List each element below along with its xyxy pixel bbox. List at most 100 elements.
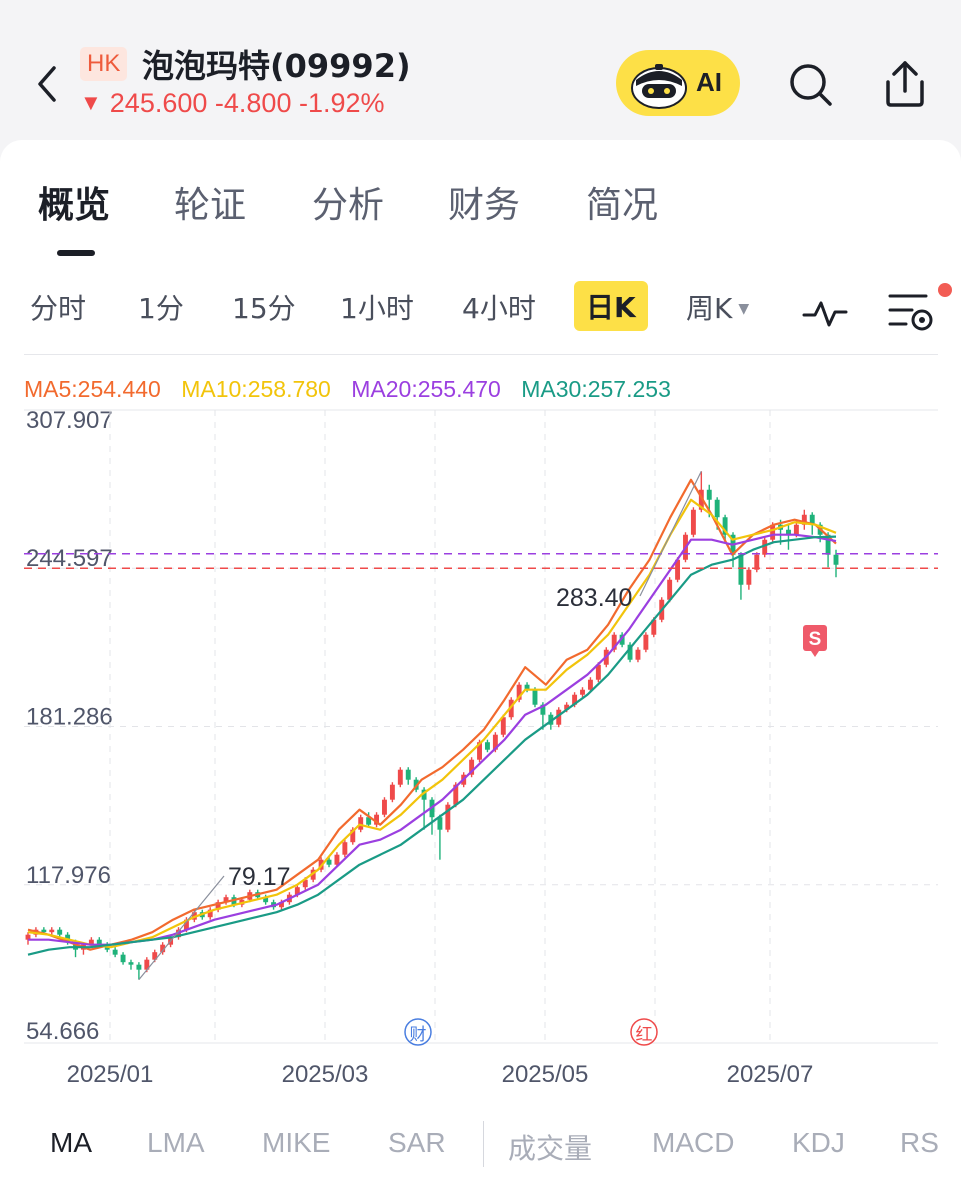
candle-up <box>389 784 395 800</box>
x-axis-label: 2025/05 <box>502 1061 589 1088</box>
candle-up <box>144 959 150 970</box>
x-axis-label: 2025/03 <box>282 1061 369 1088</box>
back-button[interactable] <box>30 62 64 106</box>
indicator-ma[interactable]: MA <box>50 1127 92 1158</box>
x-axis-label: 2025/07 <box>727 1061 814 1088</box>
candle-up <box>643 634 649 650</box>
candle-up <box>635 649 641 660</box>
tab-analysis[interactable]: 分析 <box>312 185 385 226</box>
candle-up <box>215 902 221 910</box>
candle-up <box>310 869 316 880</box>
y-axis-label: 307.907 <box>26 407 113 434</box>
ma20-legend: MA20:255.470 <box>351 376 501 402</box>
candle-up <box>358 817 364 830</box>
indicator-volume[interactable]: 成交量 <box>508 1133 593 1164</box>
ma5-line <box>27 478 837 951</box>
down-triangle-icon: ▼ <box>80 90 102 115</box>
indicator-macd[interactable]: MACD <box>652 1127 735 1158</box>
candle-down <box>136 964 142 970</box>
event-marker-circle <box>630 1018 658 1046</box>
low-annotation: 79.17 <box>228 863 291 891</box>
tab-profile[interactable]: 简况 <box>586 185 659 226</box>
candle-up <box>492 734 498 750</box>
candle-down <box>809 514 815 525</box>
ma20-line <box>28 533 837 946</box>
candle-down <box>366 817 372 825</box>
candle-down <box>714 499 720 518</box>
indicator-mike[interactable]: MIKE <box>262 1127 331 1158</box>
candle-up <box>469 759 475 775</box>
event-marker-label: 红 <box>636 1025 653 1045</box>
candle-down <box>57 929 63 935</box>
candle-up <box>334 854 340 865</box>
candle-down <box>41 929 47 933</box>
candle-up <box>477 742 482 760</box>
candle-up <box>580 689 585 695</box>
tab-financials[interactable]: 财务 <box>448 185 521 226</box>
candle-up <box>595 664 601 680</box>
candle-down <box>421 789 427 800</box>
candle-up <box>770 524 776 540</box>
y-axis-label: 117.976 <box>26 862 111 889</box>
ma30-line <box>27 535 837 956</box>
ma30-legend: MA30:257.253 <box>521 376 671 402</box>
candle-up <box>302 879 308 888</box>
candle-up <box>516 684 522 700</box>
candle-down <box>532 689 538 705</box>
candle-up <box>754 554 760 570</box>
candle-up <box>382 799 387 815</box>
candle-down <box>326 859 332 865</box>
candle-up <box>279 902 284 908</box>
indicator-lma[interactable]: LMA <box>147 1127 205 1158</box>
share-icon <box>886 61 924 107</box>
indicator-rsi[interactable]: RS <box>900 1127 939 1158</box>
ai-assistant-button[interactable]: AI <box>616 50 740 116</box>
search-button[interactable] <box>786 60 836 110</box>
candle-up <box>207 909 213 918</box>
indicator-kdj[interactable]: KDJ <box>792 1127 845 1158</box>
ma-legend: MA5:254.440 MA10:258.780 MA20:255.470 MA… <box>24 376 685 403</box>
period-weekly[interactable]: 周K ▼ <box>686 287 749 327</box>
candle-up <box>152 952 158 960</box>
candle-up <box>667 579 673 600</box>
candle-up <box>25 934 31 940</box>
period-4h[interactable]: 4小时 <box>462 292 536 325</box>
period-intraday[interactable]: 分时 <box>30 292 87 325</box>
candle-up <box>556 709 562 725</box>
candle-up <box>587 679 593 690</box>
candle-up <box>342 842 348 855</box>
candle-down <box>524 684 530 690</box>
period-1h[interactable]: 1小时 <box>340 292 414 325</box>
period-daily[interactable]: 日K <box>574 281 648 331</box>
candle-up <box>690 509 696 535</box>
signal-marker-box <box>803 625 827 651</box>
candle-down <box>405 769 411 780</box>
candle-down <box>627 644 633 660</box>
candle-up <box>500 717 506 735</box>
period-selector: 分时 1分 15分 1小时 4小时 日K 周K ▼ <box>0 270 961 342</box>
search-icon <box>790 64 832 106</box>
candle-up <box>397 769 403 785</box>
candle-up <box>675 559 681 580</box>
period-1min[interactable]: 1分 <box>138 292 184 325</box>
candle-down <box>619 634 625 645</box>
candle-down <box>73 942 78 950</box>
share-button[interactable] <box>880 58 930 110</box>
indicator-sar[interactable]: SAR <box>388 1127 446 1158</box>
line-chart-toggle-icon[interactable] <box>802 298 848 328</box>
candle-up <box>698 489 704 510</box>
candlestick-chart[interactable]: 307.907244.597181.286117.97654.6662025/0… <box>0 400 961 1100</box>
event-marker-circle <box>404 1018 432 1046</box>
period-15min[interactable]: 15分 <box>232 292 296 325</box>
tab-warrants[interactable]: 轮证 <box>174 185 247 226</box>
indicator-bar: MA LMA MIKE SAR 成交量 MACD KDJ RS <box>0 1115 961 1175</box>
chart-settings-icon[interactable] <box>886 290 938 334</box>
main-tab-bar: 概览 轮证 分析 财务 简况 <box>0 140 961 265</box>
candle-down <box>120 954 126 963</box>
candle-down <box>786 529 791 535</box>
candle-down <box>128 962 134 965</box>
tab-overview[interactable]: 概览 <box>38 185 111 226</box>
tab-indicator <box>57 250 95 256</box>
ma10-line <box>27 498 837 949</box>
candle-up <box>611 634 617 650</box>
